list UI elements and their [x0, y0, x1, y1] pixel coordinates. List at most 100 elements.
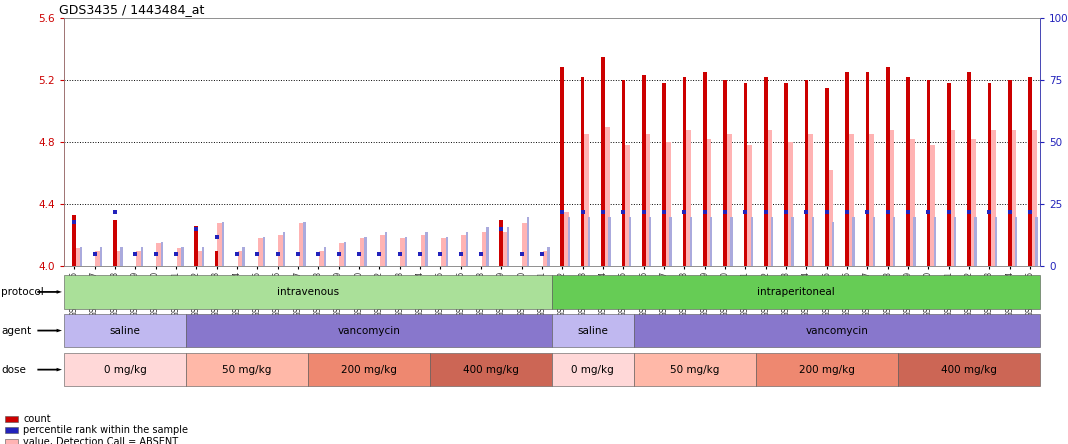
Bar [360, 238, 365, 266]
Bar [933, 217, 937, 266]
Bar [75, 248, 81, 266]
Bar [832, 222, 834, 266]
Bar [588, 217, 591, 266]
Bar [949, 130, 955, 266]
Bar [812, 217, 814, 266]
Bar [710, 217, 712, 266]
Text: 200 mg/kg: 200 mg/kg [341, 365, 397, 375]
Bar [865, 72, 869, 266]
Bar [176, 248, 183, 266]
Bar [156, 243, 162, 266]
Text: 50 mg/kg: 50 mg/kg [670, 365, 719, 375]
Text: 0 mg/kg: 0 mg/kg [571, 365, 614, 375]
Text: count: count [23, 414, 51, 424]
Bar [581, 77, 584, 266]
Bar [644, 134, 650, 266]
Bar [1008, 80, 1011, 266]
Bar [441, 238, 446, 266]
Text: agent: agent [1, 325, 31, 336]
Bar [954, 217, 957, 266]
Bar [502, 232, 507, 266]
Bar [929, 145, 934, 266]
Bar [703, 72, 707, 266]
Bar [767, 130, 772, 266]
Text: 400 mg/kg: 400 mg/kg [464, 365, 519, 375]
Bar [970, 139, 975, 266]
Bar [384, 232, 387, 266]
Bar [873, 217, 875, 266]
Bar [405, 237, 407, 266]
Text: intravenous: intravenous [277, 287, 340, 297]
Bar [482, 232, 487, 266]
Bar [222, 222, 224, 266]
Bar [603, 127, 610, 266]
Bar [609, 217, 611, 266]
Bar [804, 80, 808, 266]
Bar [988, 83, 991, 266]
Bar [340, 243, 345, 266]
Bar [893, 217, 895, 266]
Bar [218, 223, 223, 266]
Text: 200 mg/kg: 200 mg/kg [799, 365, 854, 375]
Bar [198, 251, 203, 266]
Text: 400 mg/kg: 400 mg/kg [941, 365, 998, 375]
Bar [73, 215, 76, 266]
Bar [927, 80, 930, 266]
Bar [121, 246, 123, 266]
Bar [421, 235, 426, 266]
Bar [215, 251, 219, 266]
Bar [1031, 130, 1037, 266]
Bar [662, 83, 665, 266]
Bar [601, 57, 604, 266]
Bar [161, 242, 163, 266]
Bar [461, 235, 467, 266]
Bar [279, 235, 284, 266]
Bar [791, 217, 794, 266]
Bar [202, 246, 204, 266]
Bar [547, 246, 550, 266]
Bar [466, 232, 469, 266]
Text: vancomycin: vancomycin [805, 325, 868, 336]
Bar [583, 134, 590, 266]
Bar [690, 217, 692, 266]
Bar [141, 246, 143, 266]
Bar [747, 145, 752, 266]
Bar [445, 237, 449, 266]
Bar [682, 77, 686, 266]
Text: saline: saline [578, 325, 609, 336]
Bar [807, 134, 813, 266]
Bar [990, 130, 995, 266]
Bar [629, 217, 631, 266]
Text: vancomycin: vancomycin [337, 325, 400, 336]
Bar [425, 232, 427, 266]
Bar [751, 217, 753, 266]
Bar [664, 142, 671, 266]
Bar [907, 77, 910, 266]
Bar [947, 83, 951, 266]
Bar [258, 238, 264, 266]
Bar [303, 222, 305, 266]
Bar [563, 212, 569, 266]
Text: protocol: protocol [1, 287, 44, 297]
Text: dose: dose [1, 365, 26, 375]
Bar [852, 217, 854, 266]
Bar [543, 251, 549, 266]
Bar [400, 238, 406, 266]
Bar [624, 145, 630, 266]
Bar [324, 246, 326, 266]
Bar [764, 77, 768, 266]
Text: intraperitoneal: intraperitoneal [757, 287, 835, 297]
Bar [828, 170, 833, 266]
Bar [848, 134, 853, 266]
Bar [913, 217, 915, 266]
Bar [238, 251, 244, 266]
Bar [364, 237, 366, 266]
Bar [567, 217, 570, 266]
Bar [299, 223, 304, 266]
Bar [885, 67, 890, 266]
Bar [670, 217, 672, 266]
Bar [527, 217, 530, 266]
Bar [113, 220, 116, 266]
Bar [868, 134, 874, 266]
Bar [968, 72, 971, 266]
